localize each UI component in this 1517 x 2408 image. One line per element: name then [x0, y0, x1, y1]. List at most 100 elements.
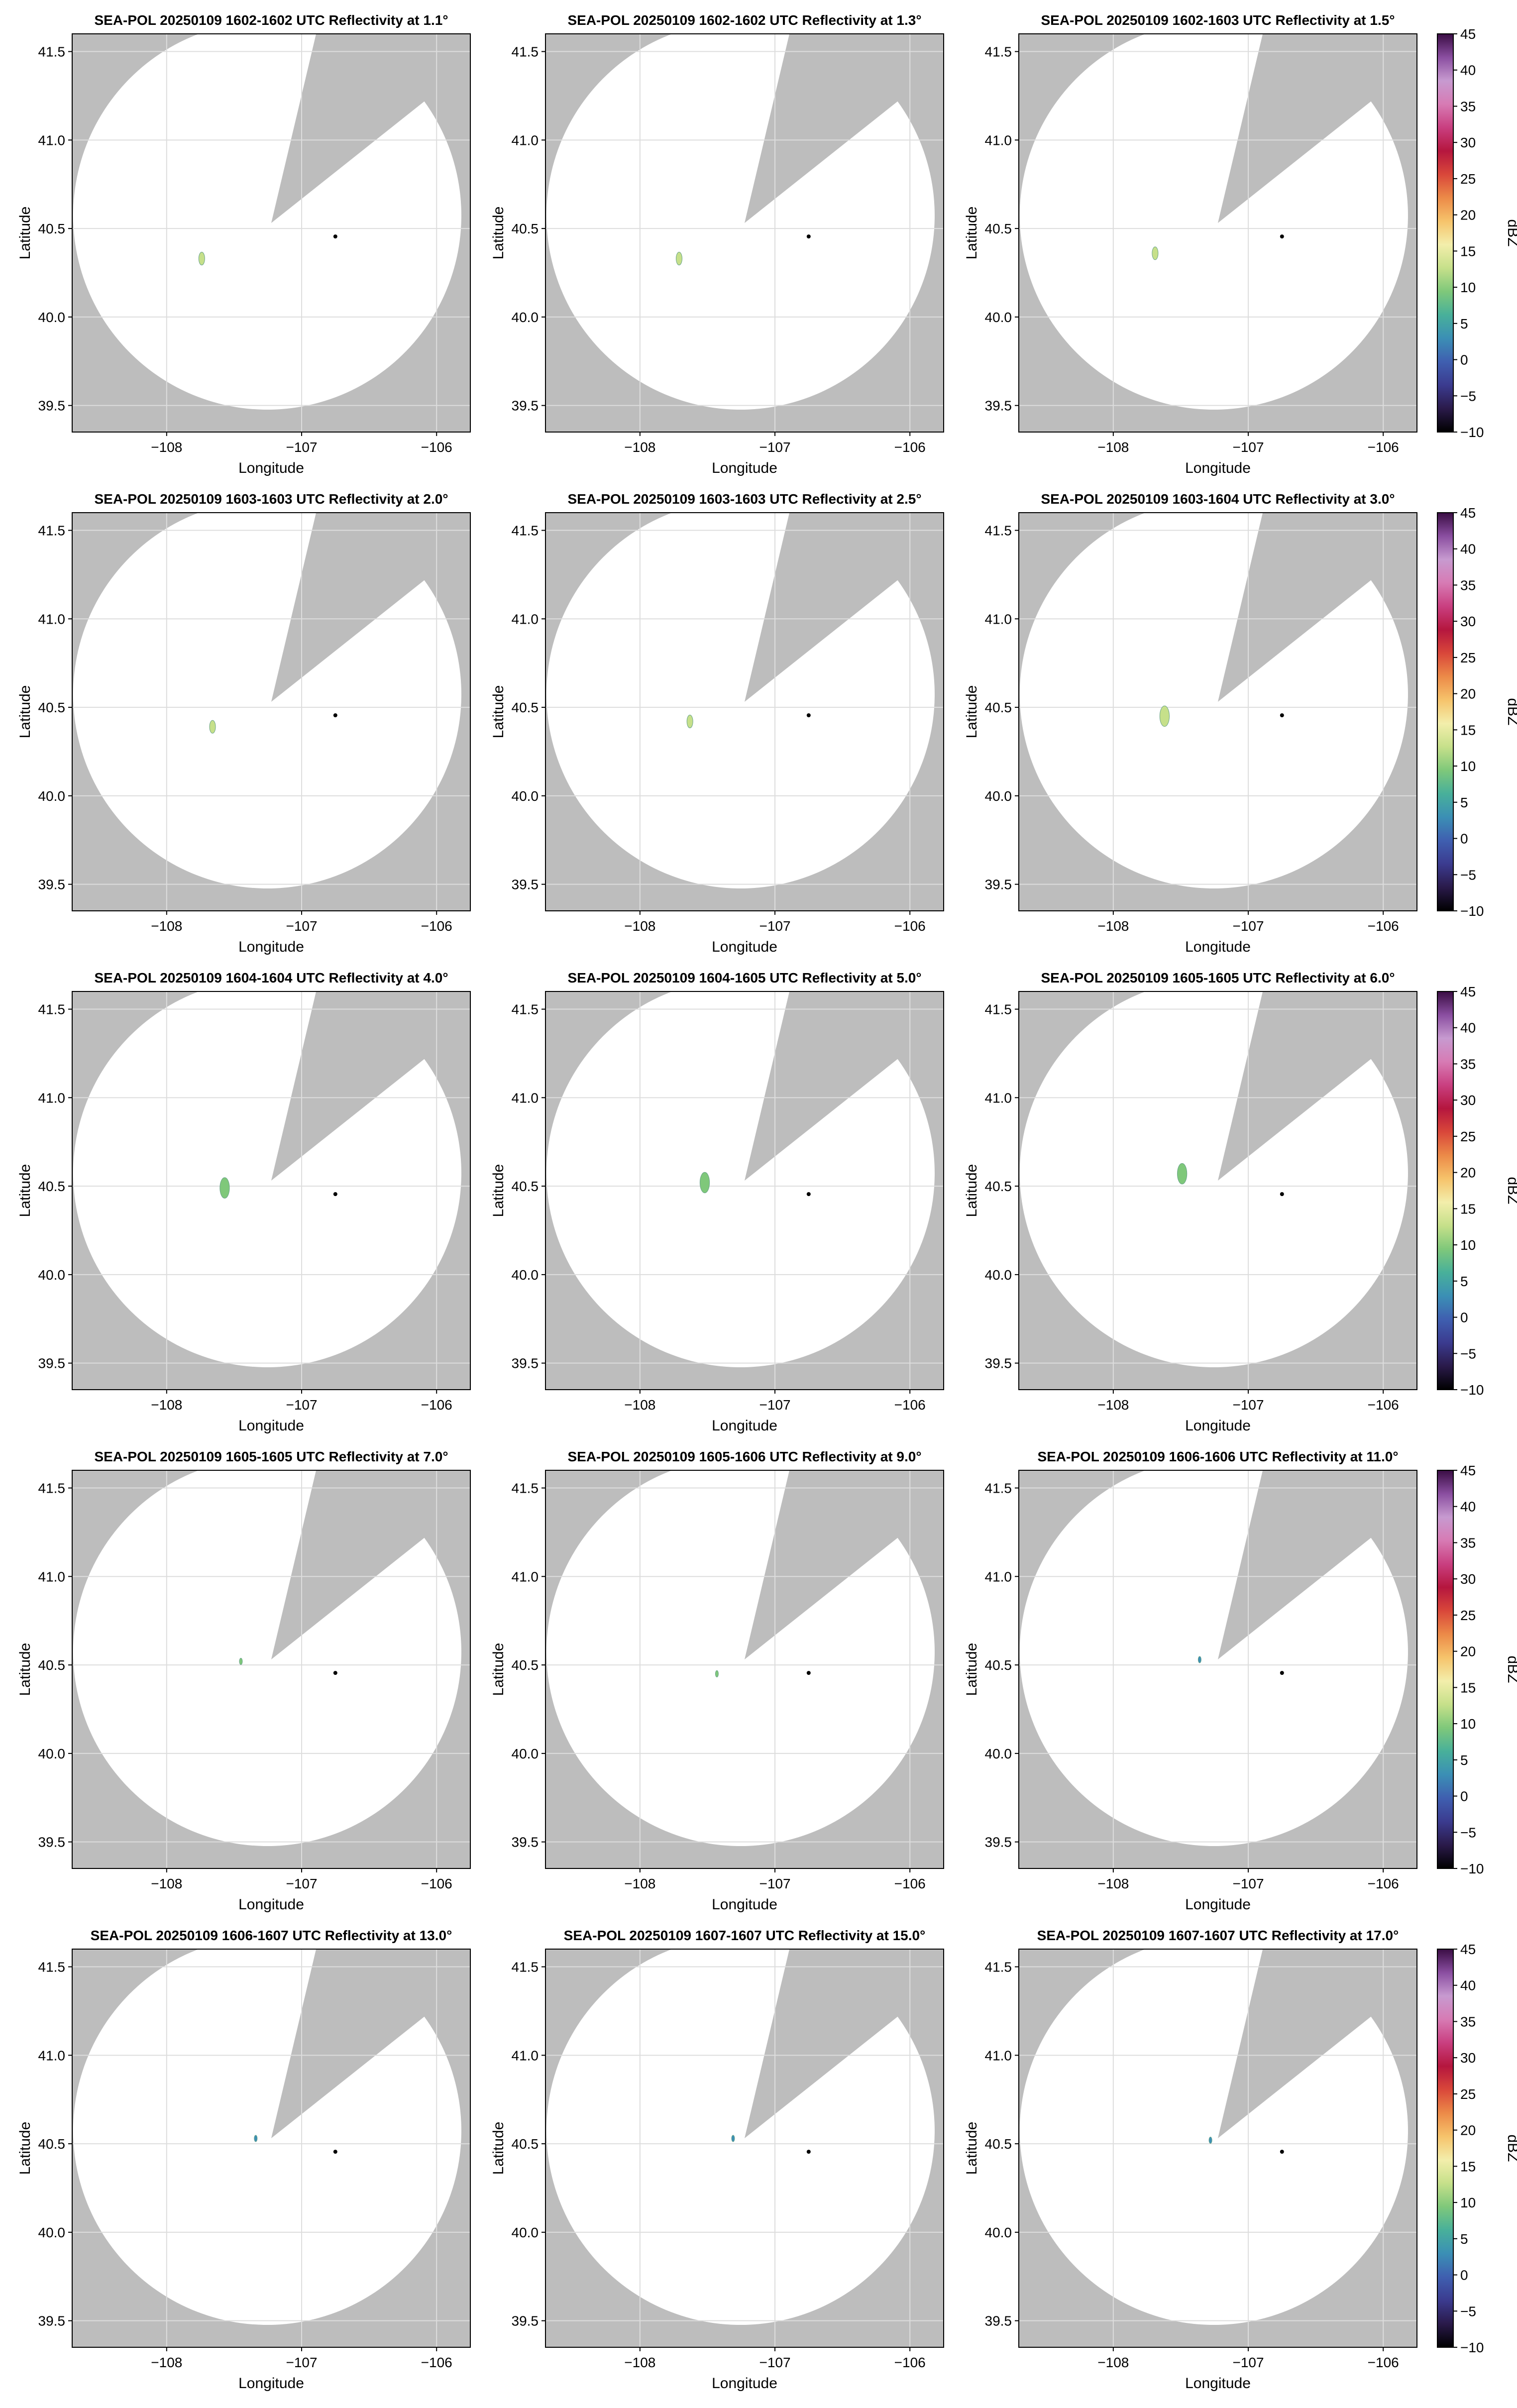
colorbar-tick-label: −10	[1460, 425, 1484, 440]
colorbar-tick-label: −5	[1460, 1825, 1476, 1840]
y-tick-label: 40.0	[985, 1746, 1012, 1761]
radar-site-marker	[806, 1192, 811, 1197]
colorbar-tick-label: 20	[1460, 1644, 1476, 1659]
y-tick-label: 41.5	[512, 1960, 539, 1975]
radar-site-marker	[1280, 1671, 1284, 1675]
reflectivity-echo	[699, 1172, 710, 1194]
x-tick-label: −106	[421, 918, 452, 934]
y-tick-label: 39.5	[985, 1356, 1012, 1371]
colorbar-tick-label: 25	[1460, 650, 1476, 665]
plot-frame	[545, 1949, 944, 2348]
colorbar-tick-label: 15	[1460, 243, 1476, 259]
x-axis-label: Longitude	[1185, 1896, 1251, 1913]
x-axis-label: Longitude	[712, 460, 777, 476]
colorbar-tick-label: 25	[1460, 1129, 1476, 1144]
colorbar-tick-label: 30	[1460, 135, 1476, 150]
y-tick-label: 41.5	[512, 1002, 539, 1017]
panel-4: −108 −107 −106 39.5 40.0 40.5 41.0 41.5 SEA-POL …	[17, 491, 471, 955]
panel-title: SEA-POL 20250109 1604-1604 UTC Reflectiv…	[94, 970, 448, 985]
y-axis-label: Latitude	[490, 2122, 507, 2175]
x-tick-label: −108	[1097, 918, 1129, 934]
colorbar-frame	[1437, 33, 1454, 433]
x-tick-label: −107	[759, 1876, 790, 1891]
y-axis-label: Latitude	[964, 2122, 980, 2175]
colorbar-tick-label: 35	[1460, 99, 1476, 114]
y-axis-label: Latitude	[17, 1643, 33, 1696]
colorbar-tick-label: 35	[1460, 1056, 1476, 1072]
colorbar-tick-label: 20	[1460, 686, 1476, 702]
colorbar-gradient	[1437, 34, 1453, 432]
reflectivity-echo	[1208, 2137, 1212, 2144]
y-tick-label: 41.0	[985, 611, 1012, 627]
x-tick-label: −108	[151, 2355, 182, 2370]
colorbar-tick-label: 10	[1460, 759, 1476, 774]
y-axis-label: Latitude	[964, 685, 980, 739]
x-tick-label: −107	[286, 2355, 317, 2370]
colorbar-tick-label: −5	[1460, 2303, 1476, 2319]
y-tick-label: 40.0	[38, 310, 66, 325]
y-tick-label: 39.5	[985, 1835, 1012, 1850]
x-tick-label: −107	[286, 439, 317, 455]
x-tick-label: −106	[894, 2355, 926, 2370]
reflectivity-echo	[209, 720, 216, 734]
y-tick-label: 41.5	[512, 1481, 539, 1496]
x-tick-label: −106	[421, 1397, 452, 1413]
x-tick-label: −106	[1368, 1876, 1399, 1891]
panel-11: −108 −107 −106 39.5 40.0 40.5 41.0 41.5 SEA-POL …	[490, 1449, 944, 1913]
x-tick-label: −108	[624, 1876, 655, 1891]
y-tick-label: 41.5	[985, 1481, 1012, 1496]
panel-title: SEA-POL 20250109 1606-1606 UTC Reflectiv…	[1037, 1449, 1398, 1464]
colorbar-tick-label: 35	[1460, 577, 1476, 593]
x-axis-label: Longitude	[1185, 1418, 1251, 1434]
radar-site-marker	[333, 2150, 337, 2154]
y-tick-label: 40.5	[38, 700, 66, 715]
plot-frame	[545, 33, 944, 433]
y-axis-label: Latitude	[17, 2122, 33, 2175]
colorbar-tick-label: −5	[1460, 1346, 1476, 1361]
colorbar-gradient	[1437, 513, 1453, 911]
panel-7: −108 −107 −106 39.5 40.0 40.5 41.0 41.5 SEA-POL …	[17, 970, 471, 1434]
x-tick-label: −107	[1232, 1397, 1264, 1413]
y-tick-label: 39.5	[512, 1835, 539, 1850]
colorbar-tick-label: 30	[1460, 1093, 1476, 1108]
radar-coverage-area	[546, 1470, 935, 1846]
y-tick-label: 40.0	[512, 1746, 539, 1761]
x-tick-label: −108	[151, 439, 182, 455]
y-tick-label: 41.5	[38, 1960, 66, 1975]
y-tick-label: 41.0	[985, 132, 1012, 148]
x-tick-label: −106	[894, 439, 926, 455]
x-tick-label: −108	[1097, 1397, 1129, 1413]
y-tick-label: 40.0	[985, 2225, 1012, 2240]
colorbar-tick-label: 45	[1460, 1463, 1476, 1478]
x-axis-label: Longitude	[712, 939, 777, 955]
y-tick-label: 40.0	[512, 310, 539, 325]
panel-title: SEA-POL 20250109 1602-1602 UTC Reflectiv…	[567, 12, 921, 28]
x-axis-label: Longitude	[1185, 2375, 1251, 2392]
panel-title: SEA-POL 20250109 1607-1607 UTC Reflectiv…	[1037, 1928, 1399, 1943]
panel-title: SEA-POL 20250109 1606-1607 UTC Reflectiv…	[91, 1928, 452, 1943]
panel-13: −108 −107 −106 39.5 40.0 40.5 41.0 41.5 SEA-POL …	[17, 1928, 471, 2392]
panel-12: −108 −107 −106 39.5 40.0 40.5 41.0 41.5 SEA-POL …	[964, 1449, 1417, 1913]
colorbar: 45 40 35 30 25 20 15 10 5 0 −5 −10 dBZ	[1437, 1942, 1517, 2355]
radar-coverage-area	[546, 34, 935, 410]
radar-site-marker	[333, 1192, 337, 1197]
y-tick-label: 39.5	[38, 877, 66, 892]
y-tick-label: 40.0	[38, 1746, 66, 1761]
colorbar-frame	[1437, 1949, 1454, 2348]
y-tick-label: 41.0	[512, 1090, 539, 1105]
y-tick-label: 40.5	[512, 221, 539, 236]
y-tick-label: 40.5	[985, 700, 1012, 715]
y-axis-label: Latitude	[17, 207, 33, 260]
radar-coverage-area	[73, 991, 461, 1367]
y-tick-label: 41.5	[38, 1481, 66, 1496]
y-tick-label: 39.5	[512, 398, 539, 414]
plot-frame	[545, 512, 944, 911]
panel-2: −108 −107 −106 39.5 40.0 40.5 41.0 41.5 SEA-POL …	[490, 12, 944, 476]
colorbar-label: dBZ	[1505, 1655, 1517, 1683]
plot-frame	[1018, 33, 1417, 433]
colorbar-tick-label: 20	[1460, 1165, 1476, 1181]
radar-coverage-area	[1020, 513, 1408, 888]
colorbar-tick-label: 25	[1460, 1608, 1476, 1623]
colorbar-tick-label: 0	[1460, 831, 1468, 847]
